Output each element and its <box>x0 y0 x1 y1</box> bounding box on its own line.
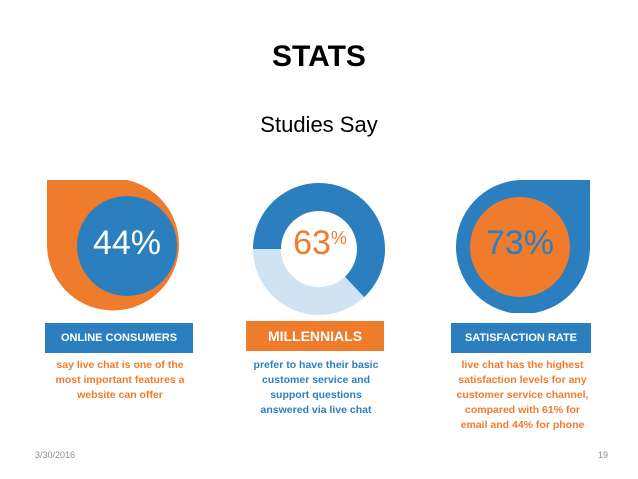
teardrop-graphic-orange <box>47 180 179 311</box>
blue-inner-circle <box>77 196 177 296</box>
caption-line: compared with 61% for <box>465 404 580 416</box>
caption-online-consumers: say live chat is one of the most importa… <box>40 358 200 403</box>
stat-percent-73: 73% <box>485 224 555 262</box>
caption-satisfaction-rate: live chat has the highest satisfaction l… <box>440 358 605 433</box>
slide-subtitle: Studies Say <box>260 112 378 137</box>
caption-line: email and 44% for phone <box>460 419 585 431</box>
caption-line: support questions <box>270 389 362 401</box>
caption-line: satisfaction levels for any <box>458 374 587 386</box>
teardrop-graphic-blue <box>456 180 590 313</box>
banner-millennials: MILLENNIALS <box>246 321 384 351</box>
caption-line: live chat has the highest <box>461 359 584 371</box>
stat-percent-63: 63% <box>270 224 370 263</box>
caption-line: customer service channel, <box>456 389 589 401</box>
donut-value-arc <box>253 183 385 298</box>
stat-percent-value: 63 <box>293 224 331 262</box>
slide-title: STATS <box>272 40 366 73</box>
caption-line: most important features a <box>55 374 185 386</box>
banner-online-consumers: ONLINE CONSUMERS <box>45 323 193 353</box>
caption-millennials: prefer to have their basic customer serv… <box>236 358 396 418</box>
caption-line: answered via live chat <box>260 404 372 416</box>
caption-line: prefer to have their basic <box>253 359 379 371</box>
banner-satisfaction-rate: SATISFACTION RATE <box>451 323 591 353</box>
caption-line: website can offer <box>77 389 163 401</box>
stat-percent-sign: % <box>330 228 347 248</box>
caption-line: say live chat is one of the <box>56 359 184 371</box>
donut-graphic <box>253 183 385 315</box>
stat-percent-44: 44% <box>92 224 162 262</box>
footer-date: 3/30/2016 <box>35 450 76 460</box>
caption-line: customer service and <box>262 374 370 386</box>
orange-inner-circle <box>470 197 570 297</box>
footer-page-number: 19 <box>597 450 608 460</box>
